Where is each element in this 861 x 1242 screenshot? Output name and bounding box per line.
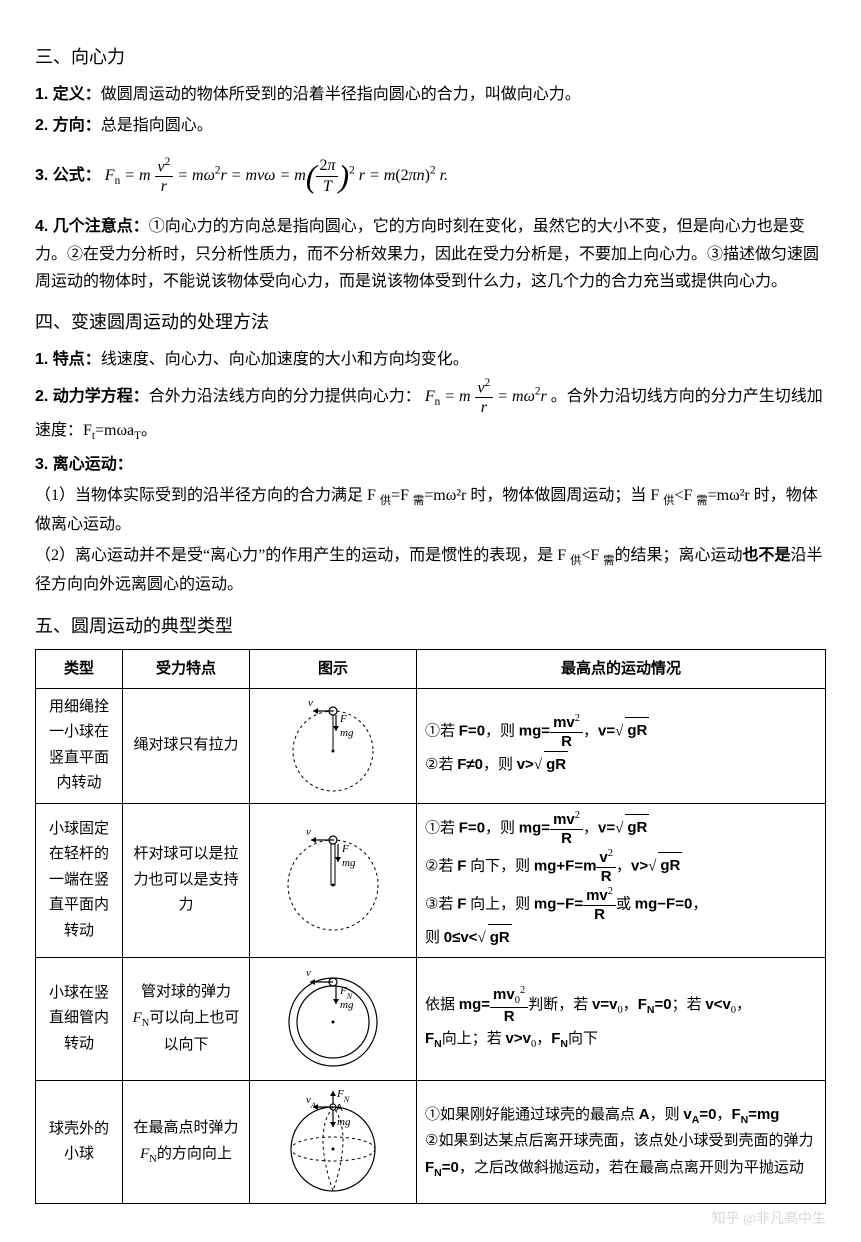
svg-text:F: F <box>341 843 349 855</box>
watermark: 知乎 @非凡高中生 <box>712 1208 826 1232</box>
r1-type: 用细绳拴一小球在竖直平面内转动 <box>36 688 123 803</box>
th-force: 受力特点 <box>123 650 250 689</box>
section-4-title: 四、变速圆周运动的处理方法 <box>35 307 826 338</box>
s3-item1: 1. 定义：做圆周运动的物体所受到的沿着半径指向圆心的合力，叫做向心力。 <box>35 81 826 108</box>
svg-text:v: v <box>306 967 311 979</box>
p2d: 也不是 <box>742 547 790 564</box>
sub-T: T <box>134 431 141 443</box>
table-row: 小球固定在轻杆的一端在竖直平面内转动 杆对球可以是拉力也可以是支持力 v F m… <box>36 803 826 958</box>
sub-gong2: 供 <box>663 495 674 507</box>
r4-fig: A vA FN mg <box>250 1081 417 1204</box>
svg-text:FN: FN <box>336 1088 350 1104</box>
r4-desc: ①如果刚好能通过球壳的最高点 A，则 vA=0，FN=mg ②如果到达某点后离开… <box>417 1081 826 1204</box>
p2c: 的结果；离心运动 <box>614 547 742 564</box>
th-fig: 图示 <box>250 650 417 689</box>
s4-item3: 3. 离心运动： <box>35 451 826 478</box>
s3-item2: 2. 方向：总是指向圆心。 <box>35 112 826 139</box>
s4-i2-textc: =mωa <box>95 422 134 439</box>
s3-i4-label: 4. 几个注意点： <box>35 218 149 235</box>
svg-text:mg: mg <box>340 727 354 739</box>
svg-text:v: v <box>308 697 313 709</box>
p1a: （1）当物体实际受到的沿半径方向的合力满足 F <box>35 487 380 504</box>
s3-item4: 4. 几个注意点：①向心力的方向总是指向圆心，它的方向时刻在变化，虽然它的大小不… <box>35 213 826 295</box>
type-table: 类型 受力特点 图示 最高点的运动情况 用细绳拴一小球在竖直平面内转动 绳对球只… <box>35 649 826 1204</box>
sub-gong3: 供 <box>570 555 581 567</box>
svg-text:A: A <box>336 1103 343 1114</box>
s3-i4-text: ①向心力的方向总是指向圆心，它的方向时刻在变化，虽然它的大小不变，但是向心力也是… <box>35 218 819 289</box>
s4-i2-label: 2. 动力学方程： <box>35 388 149 405</box>
p1b: =F <box>391 487 413 504</box>
section-3-title: 三、向心力 <box>35 42 826 73</box>
s4-i3-p2: （2）离心运动并不是受“离心力”的作用产生的运动，而是惯性的表现，是 F 供<F… <box>35 542 826 598</box>
s3-item3: 3. 公式： Fn = m v2r = mω2r = mvω = m(2πT)2… <box>35 149 826 203</box>
svg-text:vA: vA <box>306 1094 316 1110</box>
th-type: 类型 <box>36 650 123 689</box>
s4-item2: 2. 动力学方程：合外力沿法线方向的分力提供向心力： Fn = m v2r = … <box>35 377 826 447</box>
sub-xu2: 需 <box>696 495 707 507</box>
th-desc: 最高点的运动情况 <box>417 650 826 689</box>
s4-i1-label: 1. 特点： <box>35 351 101 368</box>
r1-desc: ①若 F=0，则 mg=mv2R，v=√gR ②若 F≠0，则 v>√gR <box>417 688 826 803</box>
r1-fig: v F mg <box>250 688 417 803</box>
p2b: <F <box>581 547 603 564</box>
r3-desc: 依据 mg=mv02R判断，若 v=v0，FN=0；若 v<v0， FN向上；若… <box>417 958 826 1081</box>
s3-i2-text: 总是指向圆心。 <box>101 117 213 134</box>
p1d: <F <box>674 487 696 504</box>
section-5-title: 五、圆周运动的典型类型 <box>35 611 826 642</box>
p1c: =mω²r 时，物体做圆周运动；当 F <box>424 487 663 504</box>
s3-formula: Fn = m v2r = mω2r = mvω = m(2πT)2 r = m(… <box>105 167 448 184</box>
s3-i1-label: 1. 定义： <box>35 86 101 103</box>
svg-text:mg: mg <box>340 999 354 1011</box>
s4-i2-texta: 合外力沿法线方向的分力提供向心力： <box>149 388 421 405</box>
s4-i1-text: 线速度、向心力、向心加速度的大小和方向均变化。 <box>101 351 469 368</box>
svg-text:v: v <box>306 826 311 838</box>
s3-i2-label: 2. 方向： <box>35 117 101 134</box>
r2-desc: ①若 F=0，则 mg=mv2R，v=√gR ②若 F 向下，则 mg+F=mv… <box>417 803 826 958</box>
s4-item1: 1. 特点：线速度、向心力、向心加速度的大小和方向均变化。 <box>35 346 826 373</box>
s4-i3-p1: （1）当物体实际受到的沿半径方向的合力满足 F 供=F 需=mω²r 时，物体做… <box>35 482 826 538</box>
s4-i2-textd: 。 <box>141 422 157 439</box>
r2-fig: v F mg <box>250 803 417 958</box>
r3-force: 管对球的弹力 FN可以向上也可以向下 <box>123 958 250 1081</box>
r4-force: 在最高点时弹力 FN的方向向上 <box>123 1081 250 1204</box>
r4-type: 球壳外的小球 <box>36 1081 123 1204</box>
sub-gong: 供 <box>380 495 391 507</box>
table-row: 球壳外的小球 在最高点时弹力 FN的方向向上 A vA FN mg <box>36 1081 826 1204</box>
r3-fig: v FN mg <box>250 958 417 1081</box>
p2a: （2）离心运动并不是受“离心力”的作用产生的运动，而是惯性的表现，是 F <box>35 547 570 564</box>
s3-i3-label: 3. 公式： <box>35 167 101 184</box>
svg-text:mg: mg <box>342 857 356 869</box>
svg-text:F: F <box>339 713 347 725</box>
svg-text:mg: mg <box>337 1116 351 1128</box>
r2-type: 小球固定在轻杆的一端在竖直平面内转动 <box>36 803 123 958</box>
sub-xu: 需 <box>413 495 424 507</box>
table-row: 小球在竖直细管内转动 管对球的弹力 FN可以向上也可以向下 v FN mg 依据… <box>36 958 826 1081</box>
s4-i3-label: 3. 离心运动： <box>35 456 133 473</box>
s4-formula: Fn = m v2r = mω2r <box>425 388 551 405</box>
sub-xu3: 需 <box>603 555 614 567</box>
r2-force: 杆对球可以是拉力也可以是支持力 <box>123 803 250 958</box>
r1-force: 绳对球只有拉力 <box>123 688 250 803</box>
r3-type: 小球在竖直细管内转动 <box>36 958 123 1081</box>
s3-i1-text: 做圆周运动的物体所受到的沿着半径指向圆心的合力，叫做向心力。 <box>101 86 581 103</box>
table-row: 用细绳拴一小球在竖直平面内转动 绳对球只有拉力 v F mg ①若 F=0，则 … <box>36 688 826 803</box>
